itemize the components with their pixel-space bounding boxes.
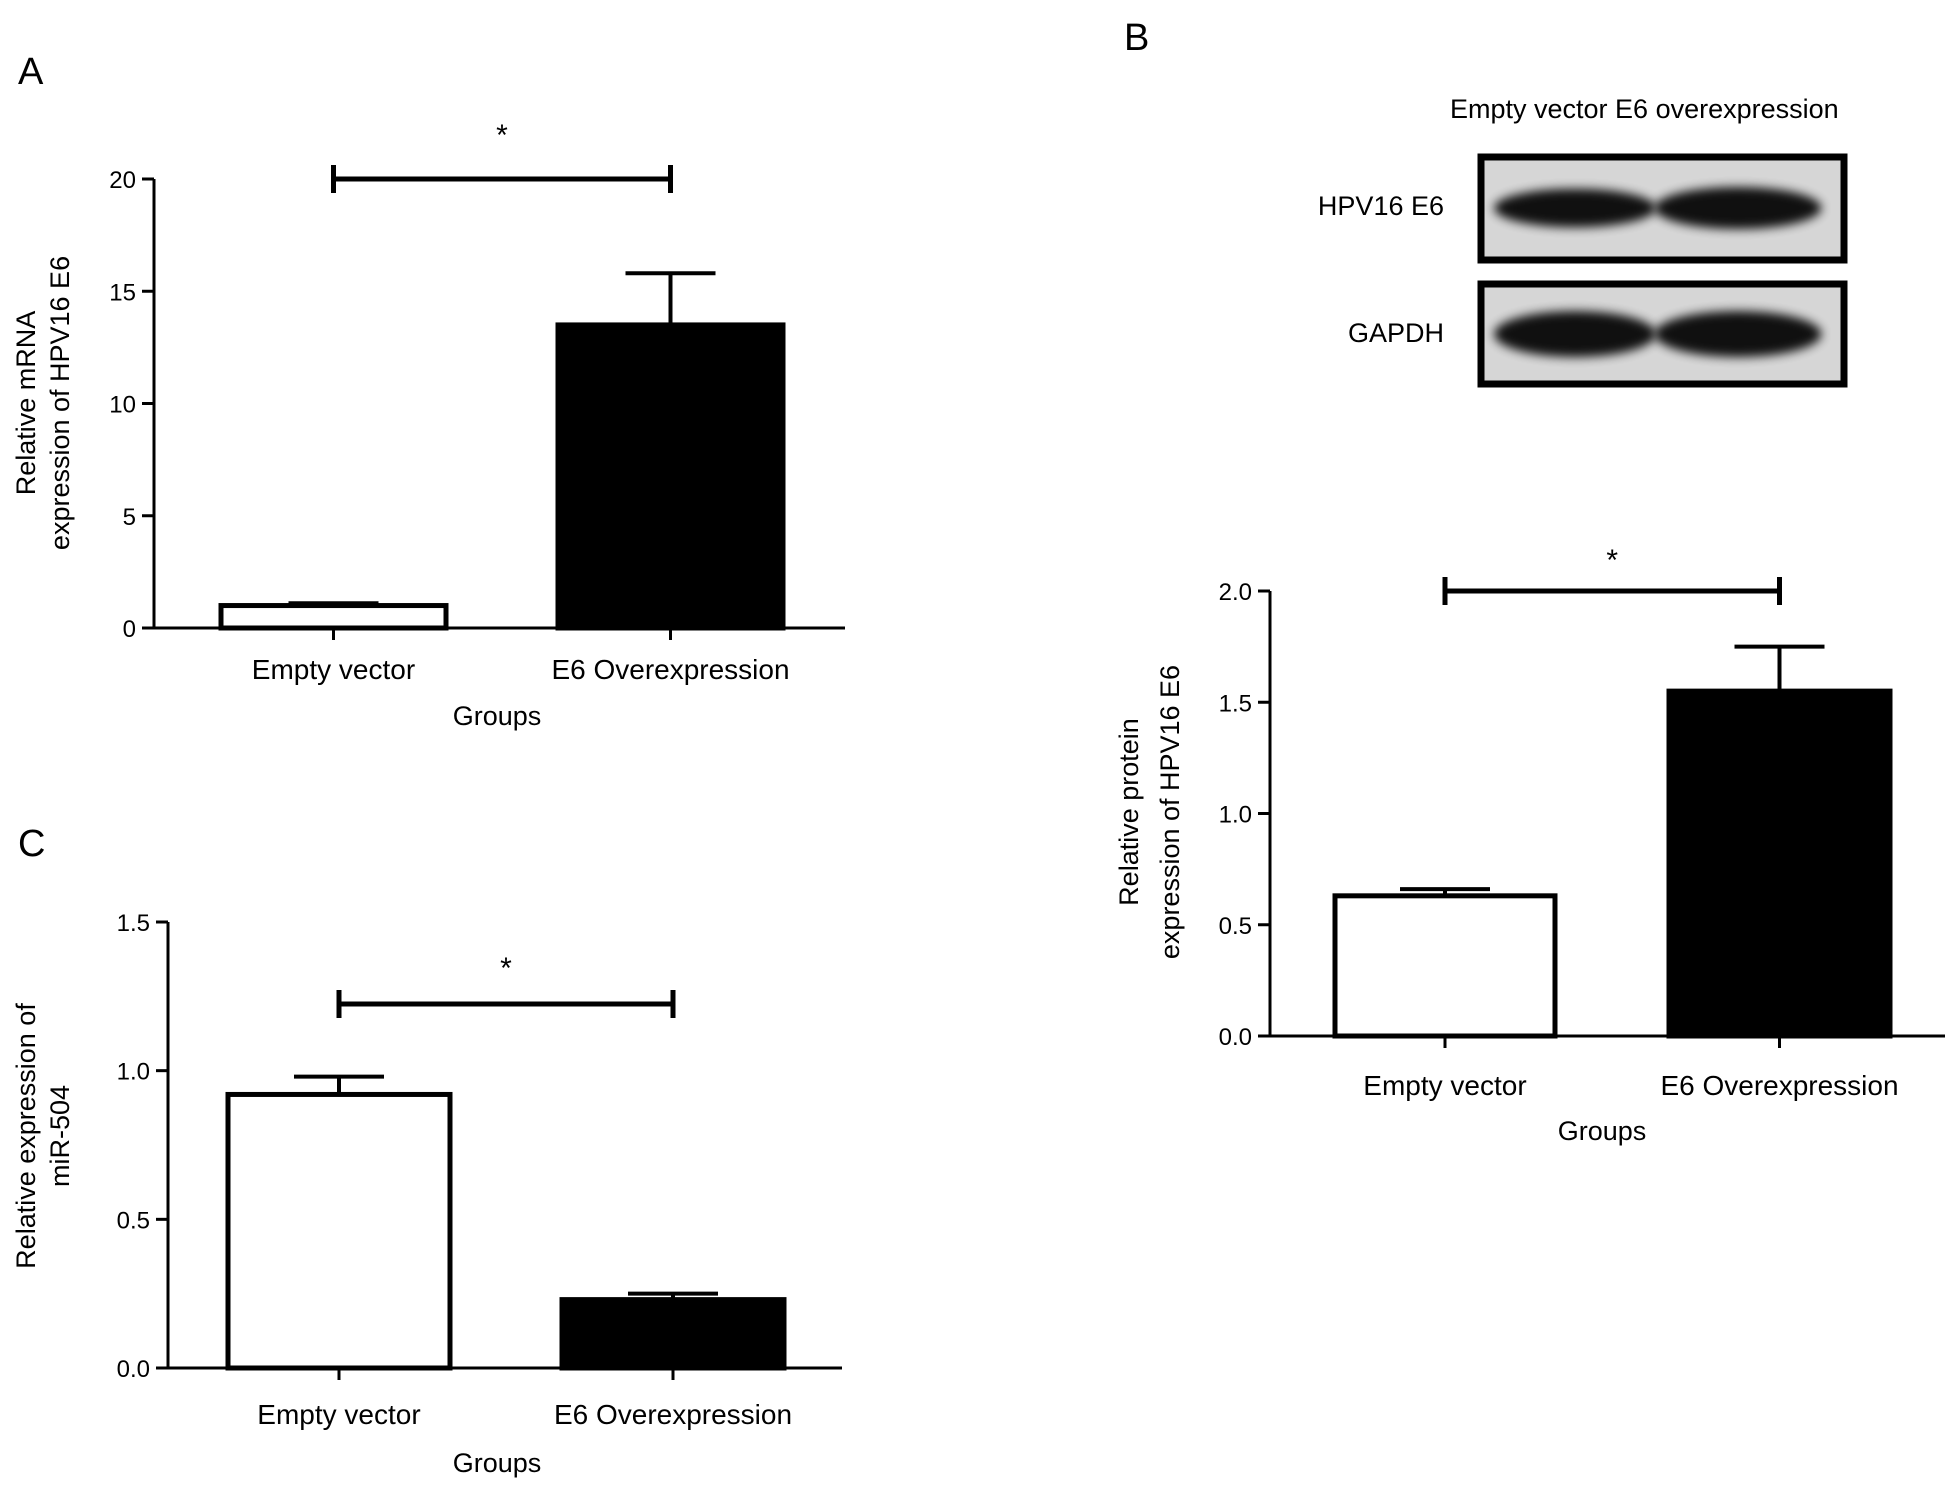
bar: [555, 322, 786, 631]
blot-band: [1654, 187, 1822, 229]
y-axis-title-line: Relative protein: [1114, 718, 1144, 906]
y-tick-label: 1.5: [1219, 690, 1252, 717]
y-axis-title-line: Relative expression of: [11, 1003, 41, 1269]
y-tick-label: 15: [109, 279, 136, 306]
y-axis-title-line: miR-504: [45, 1085, 75, 1187]
category-label: E6 Overexpression: [1660, 1070, 1898, 1101]
category-label: Empty vector: [1363, 1070, 1526, 1101]
x-axis-title: Groups: [453, 1448, 542, 1478]
y-tick-label: 0.0: [117, 1356, 150, 1383]
blot-band: [1494, 311, 1656, 357]
panel-letter-c: C: [18, 823, 45, 865]
blot-band: [1654, 311, 1822, 357]
y-tick-label: 0.5: [117, 1207, 150, 1234]
significance-star: *: [500, 952, 512, 985]
y-axis-title-line: expression of HPV16 E6: [45, 256, 75, 550]
panel-letter-a: A: [18, 51, 44, 93]
y-tick-label: 10: [109, 392, 136, 419]
y-tick-label: 0: [123, 616, 136, 643]
y-tick-label: 0.0: [1219, 1024, 1252, 1051]
significance-star: *: [1606, 544, 1618, 577]
y-tick-label: 1.0: [117, 1059, 150, 1086]
bar: [559, 1297, 787, 1371]
category-label: Empty vector: [257, 1399, 420, 1430]
y-axis-title-line: expression of HPV16 E6: [1155, 665, 1185, 959]
blot-header: Empty vector E6 overexpression: [1450, 94, 1839, 124]
y-tick-label: 1.5: [117, 910, 150, 937]
blot-row-label-gapdh: GAPDH: [1348, 318, 1444, 348]
blot-band: [1494, 188, 1656, 228]
y-tick-label: 1.0: [1219, 802, 1252, 829]
bar: [218, 603, 449, 631]
chart-panel-c: 0.0 0.5 1.0 1.5 Empty vector E6 Overexpressio…: [11, 910, 842, 1478]
significance-star: *: [496, 119, 508, 152]
x-axis-title: Groups: [1558, 1116, 1647, 1146]
y-tick-label: 5: [123, 504, 136, 531]
category-label: Empty vector: [252, 654, 415, 685]
bar: [225, 1091, 453, 1371]
y-tick-label: 2.0: [1219, 579, 1252, 606]
category-label: E6 Overexpression: [554, 1399, 792, 1430]
x-axis-title: Groups: [453, 701, 542, 731]
y-tick-label: 0.5: [1219, 913, 1252, 940]
blot-row-label-hpv16-e6: HPV16 E6: [1318, 191, 1444, 221]
bar: [1666, 688, 1893, 1039]
chart-panel-a: 0 5 10 15 20 Empty vector E6 Overexpression * Gr…: [11, 119, 845, 731]
y-tick-label: 20: [109, 167, 136, 194]
panel-letter-b: B: [1124, 17, 1149, 59]
chart-panel-b: 0.0 0.5 1.0 1.5 2.0 Empty vector E6 Overexpres…: [1114, 544, 1945, 1146]
y-axis-title-line: Relative mRNA: [11, 311, 41, 496]
bar: [1332, 893, 1558, 1039]
western-blot: Empty vector E6 overexpression HPV16 E6 …: [1318, 94, 1848, 388]
category-label: E6 Overexpression: [551, 654, 789, 685]
